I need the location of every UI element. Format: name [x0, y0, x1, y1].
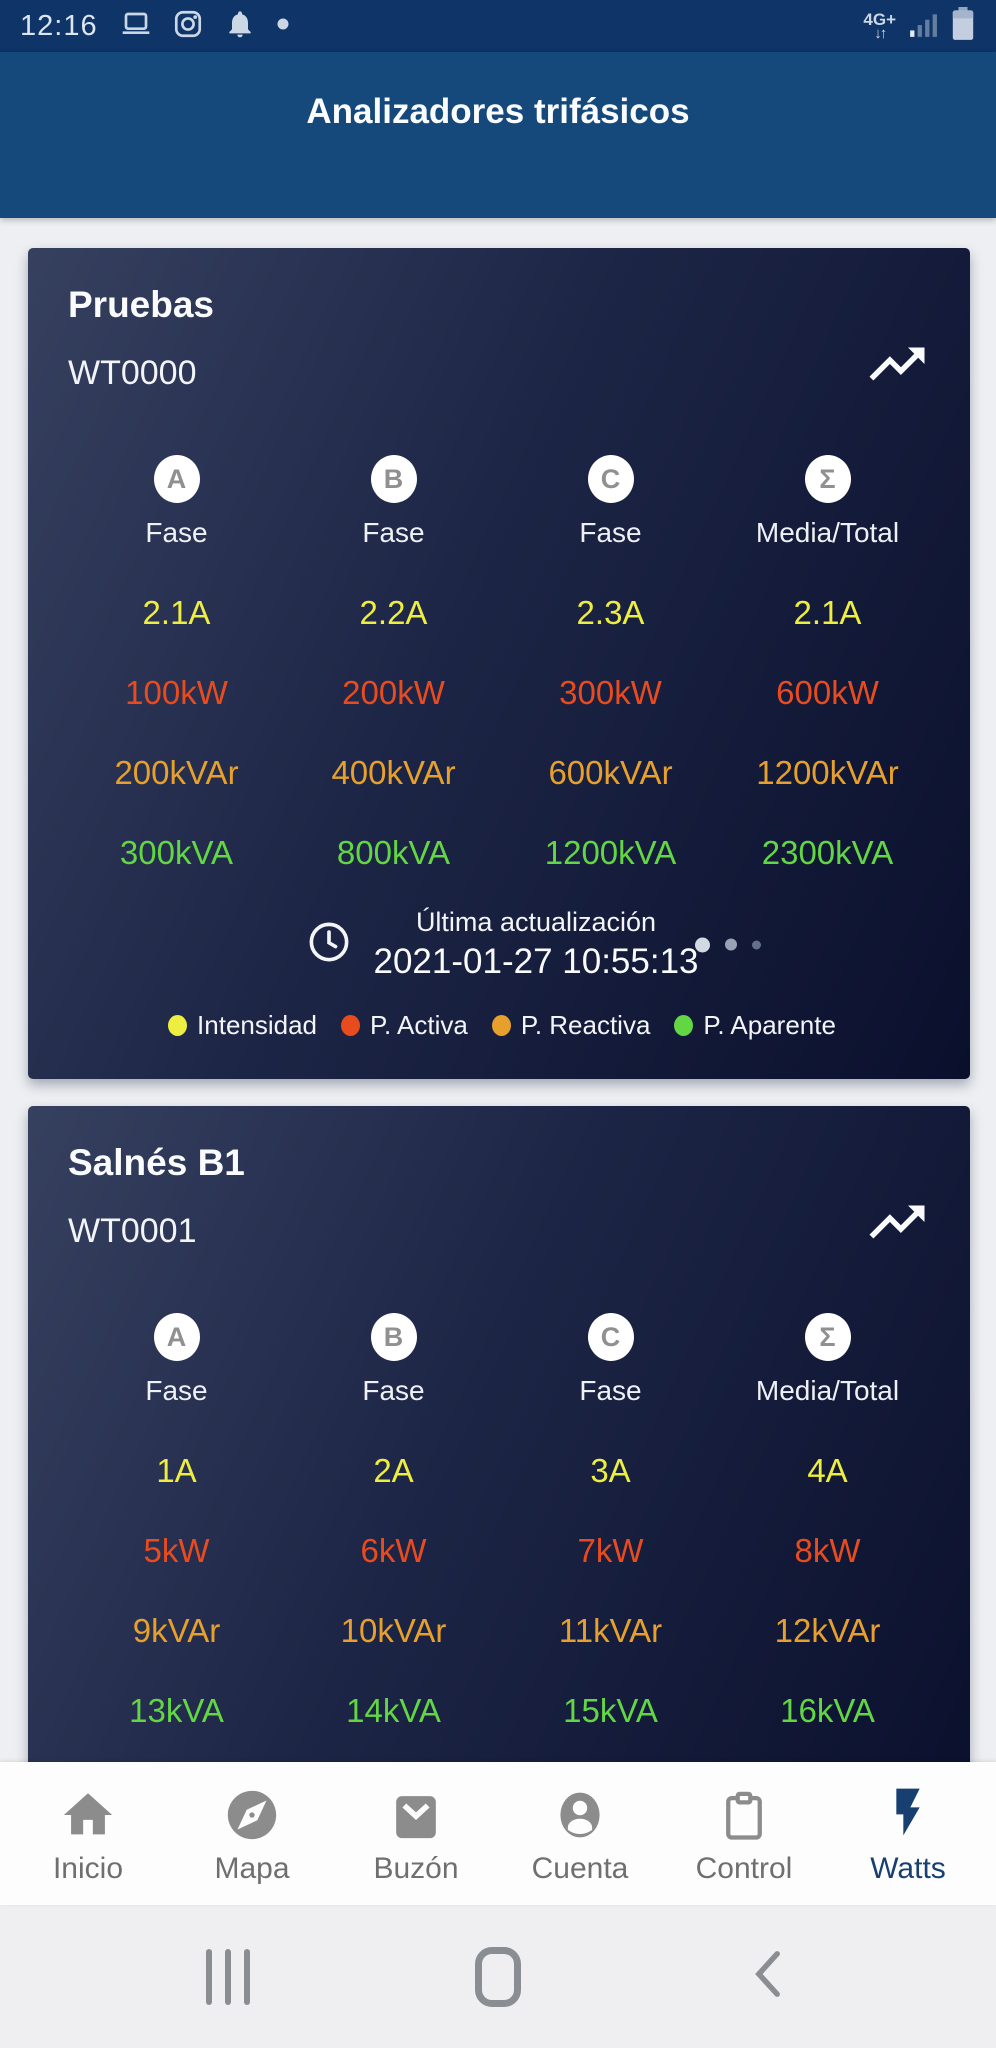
- bottom-navigation: Inicio Mapa Buzón Cuenta Control Watts: [0, 1762, 996, 1905]
- active-power-row: 100kW 200kW 300kW 600kW: [125, 674, 879, 711]
- trending-up-icon[interactable]: [864, 1194, 930, 1250]
- home-icon: [10, 1782, 166, 1844]
- active-power-row: 5kW 6kW 7kW 8kW: [143, 1532, 861, 1569]
- nav-item-inicio[interactable]: Inicio: [10, 1782, 166, 1886]
- analyzer-device-id: WT0001: [68, 1212, 197, 1250]
- bell-icon: [224, 8, 256, 45]
- measurements-table: 1A 2A 3A 4A 5kW 6kW 7kW 8kW 9kVAr 10kVAr…: [68, 1431, 936, 1751]
- nav-item-control[interactable]: Control: [666, 1782, 822, 1886]
- page-dot[interactable]: [752, 940, 761, 949]
- phase-column-b: B Fase: [285, 1313, 502, 1407]
- mail-icon: [338, 1782, 494, 1844]
- recents-icon[interactable]: [206, 1948, 250, 2005]
- battery-icon: [950, 6, 976, 46]
- phase-columns: A Fase B Fase C Fase Σ Media/Total: [68, 455, 936, 549]
- phase-a-badge: A: [153, 1313, 200, 1361]
- page-title: Analizadores trifásicos: [306, 92, 690, 131]
- phase-column-b: B Fase: [285, 455, 502, 549]
- reactive-power-dot-icon: [491, 1015, 511, 1036]
- home-pill-icon[interactable]: [475, 1946, 521, 2007]
- analyzer-card-pruebas[interactable]: Pruebas WT0000 A Fase B Fase C Fase Σ Me…: [28, 248, 970, 1079]
- phase-b-badge: B: [370, 455, 417, 503]
- analyzer-device-id: WT0000: [68, 354, 197, 392]
- reactive-power-row: 9kVAr 10kVAr 11kVAr 12kVAr: [132, 1612, 881, 1649]
- page-dot[interactable]: [725, 938, 737, 951]
- active-power-dot-icon: [341, 1015, 361, 1036]
- status-time: 12:16: [20, 9, 98, 42]
- analyzer-name: Salnés B1: [68, 1142, 245, 1183]
- phase-column-a: A Fase: [68, 1313, 285, 1407]
- measurements-table: 2.1A 2.2A 2.3A 2.1A 100kW 200kW 300kW 60…: [68, 573, 936, 893]
- clipboard-icon: [666, 1782, 822, 1844]
- signal-bars-icon: [908, 9, 938, 44]
- nav-item-cuenta[interactable]: Cuenta: [502, 1782, 658, 1886]
- apparent-power-dot-icon: [674, 1015, 694, 1036]
- notification-dot-icon: [276, 17, 290, 36]
- phase-column-c: C Fase: [502, 455, 719, 549]
- last-update-label: Última actualización: [415, 907, 657, 937]
- phase-b-badge: B: [370, 1313, 417, 1361]
- nav-item-watts[interactable]: Watts: [830, 1782, 986, 1886]
- compass-icon: [174, 1782, 330, 1844]
- page-indicator-dots[interactable]: [695, 937, 761, 952]
- phase-c-badge: C: [587, 455, 634, 503]
- page-dot-active[interactable]: [695, 937, 710, 952]
- status-bar: 12:16 4G+ ↓↑: [0, 0, 996, 52]
- nav-item-buzon[interactable]: Buzón: [338, 1782, 494, 1886]
- analyzer-name: Pruebas: [68, 284, 215, 325]
- sigma-badge: Σ: [804, 455, 851, 503]
- app-header: Analizadores trifásicos: [0, 52, 996, 218]
- phase-a-badge: A: [153, 455, 200, 503]
- phase-column-a: A Fase: [68, 455, 285, 549]
- trending-up-icon[interactable]: [864, 336, 930, 392]
- nav-item-mapa[interactable]: Mapa: [174, 1782, 330, 1886]
- legend-item-apparent: P. Aparente: [674, 1010, 836, 1041]
- legend-item-intensity: Intensidad: [168, 1010, 317, 1041]
- sigma-badge: Σ: [804, 1313, 851, 1361]
- android-gesture-bar: [0, 1905, 996, 2048]
- bolt-icon: [830, 1782, 986, 1844]
- legend-item-reactive: P. Reactiva: [491, 1010, 650, 1041]
- person-icon: [502, 1782, 658, 1844]
- phase-columns: A Fase B Fase C Fase Σ Media/Total: [68, 1313, 936, 1407]
- network-type-indicator: 4G+ ↓↑: [863, 9, 896, 42]
- intensity-row: 1A 2A 3A 4A: [156, 1452, 848, 1489]
- phase-column-c: C Fase: [502, 1313, 719, 1407]
- legend: Intensidad P. Activa P. Reactiva P. Apar…: [68, 1010, 936, 1079]
- phase-c-badge: C: [587, 1313, 634, 1361]
- phase-column-total: Σ Media/Total: [719, 455, 936, 549]
- laptop-icon: [120, 8, 152, 45]
- back-icon[interactable]: [746, 1945, 790, 2008]
- clock-icon: [306, 919, 352, 970]
- phase-column-total: Σ Media/Total: [719, 1313, 936, 1407]
- analyzer-card-salnes-b1[interactable]: Salnés B1 WT0001 A Fase B Fase C Fase Σ …: [28, 1106, 970, 1762]
- legend-item-active: P. Activa: [341, 1010, 468, 1041]
- intensity-row: 2.1A 2.2A 2.3A 2.1A: [142, 594, 862, 631]
- apparent-power-row: 300kVA 800kVA 1200kVA 2300kVA: [119, 834, 894, 871]
- last-update-row: Última actualización 2021-01-27 10:55:13: [68, 907, 936, 982]
- content-area: Pruebas WT0000 A Fase B Fase C Fase Σ Me…: [0, 218, 996, 1762]
- instagram-icon: [172, 8, 204, 45]
- last-update-timestamp: 2021-01-27 10:55:13: [373, 942, 699, 981]
- intensity-dot-icon: [168, 1015, 188, 1036]
- apparent-power-row: 13kVA 14kVA 15kVA 16kVA: [129, 1692, 875, 1729]
- reactive-power-row: 200kVAr 400kVAr 600kVAr 1200kVAr: [114, 754, 899, 791]
